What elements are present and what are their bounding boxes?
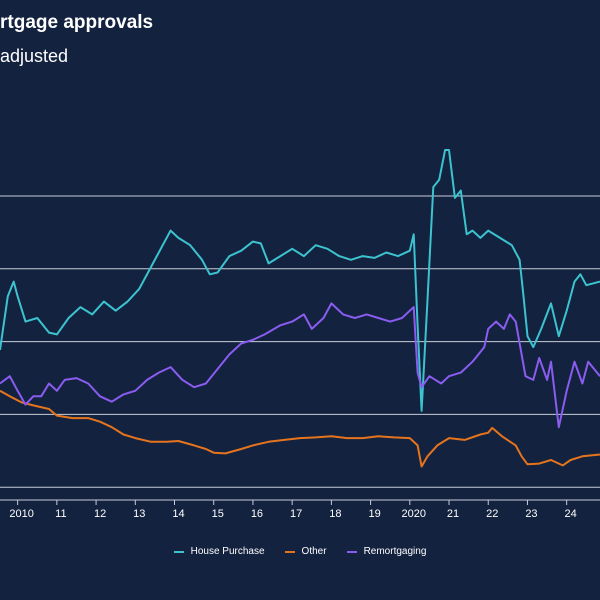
x-tick-label: 2020	[402, 508, 426, 520]
x-tick-label: 16	[251, 508, 263, 520]
legend-label: House Purchase	[190, 546, 265, 557]
x-tick-label: 18	[329, 508, 341, 520]
series-line-other	[0, 389, 600, 468]
x-tick-label: 13	[133, 508, 145, 520]
series-lines	[0, 149, 600, 468]
x-tick-label: 17	[290, 508, 302, 520]
x-tick-label: 14	[172, 508, 184, 520]
chart-title: rtgage approvals	[0, 12, 154, 33]
x-tick-label: 23	[525, 508, 537, 520]
x-tick-label: 24	[565, 508, 577, 520]
x-tick-label: 15	[212, 508, 224, 520]
legend-swatch	[284, 550, 295, 553]
legend-label: Remortgaging	[363, 546, 427, 557]
legend-item-other: Other	[284, 546, 327, 557]
series-line-remortgaging	[0, 302, 600, 429]
gridlines	[0, 195, 600, 501]
legend-item-remortgaging: Remortgaging	[346, 546, 427, 557]
x-tick-label: 21	[447, 508, 459, 520]
x-tick-label: 22	[486, 508, 498, 520]
x-axis: 2010 11 12 13 14 15 16 17 18 19 2020 21 22 23 24	[9, 500, 577, 520]
legend-item-house-purchase: House Purchase	[173, 546, 265, 557]
x-tick-label: 12	[94, 508, 106, 520]
legend-swatch	[346, 550, 357, 553]
x-tick-label: 2010	[9, 508, 33, 520]
series-line-house-purchase	[0, 149, 600, 412]
x-tick-label: 11	[55, 508, 66, 520]
chart-subtitle: adjusted	[0, 46, 69, 66]
x-tick-label: 19	[368, 508, 380, 520]
legend-swatch	[173, 550, 184, 553]
legend: House Purchase Other Remortgaging	[0, 546, 600, 557]
legend-label: Other	[301, 546, 327, 557]
